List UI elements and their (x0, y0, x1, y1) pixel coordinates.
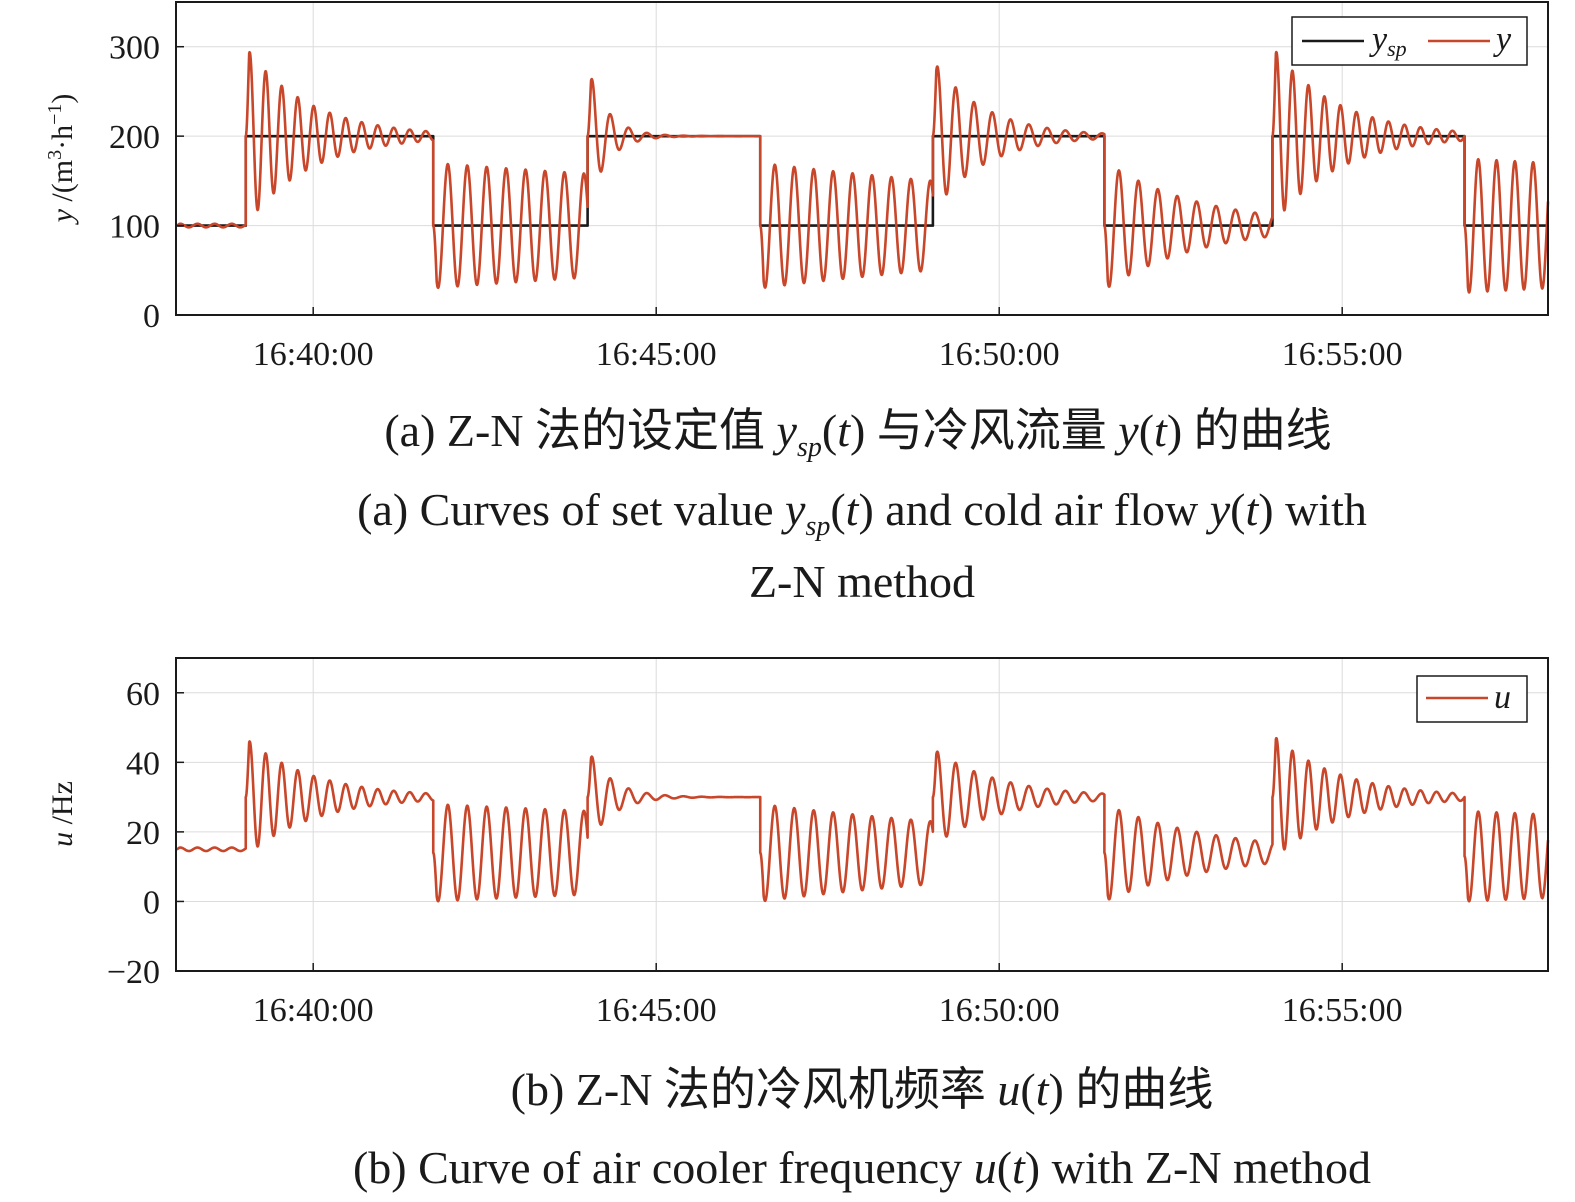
legend-label-y: y (1493, 21, 1512, 58)
chart-b-y-tick-label: 60 (126, 676, 160, 713)
chart-b-x-tick-label: 16:45:00 (596, 992, 717, 1029)
chart-b-series-u (175, 736, 1550, 903)
chart-a-y-tick-label: 200 (109, 119, 160, 156)
chart-b-y-tick-label: 20 (126, 815, 160, 852)
chart-b-x-tick-label: 16:40:00 (253, 992, 374, 1029)
chart-a-y-tick-label: 100 (109, 209, 160, 246)
caption-a-en-line2: Z-N method (749, 556, 975, 607)
chart-b-x-ticks: 16:40:00 16:45:00 16:50:00 16:55:00 (253, 963, 1403, 1029)
chart-b-y-ticks: −20 0 20 40 60 (107, 676, 184, 991)
chart-a: 0 100 200 300 16:40:00 16:45:00 16:50:00 16:55… (44, 1, 1550, 373)
chart-a-y-tick-label: 0 (143, 298, 160, 335)
chart-a-y-tick-label: 300 (109, 30, 160, 67)
chart-b-x-tick-label: 16:50:00 (939, 992, 1060, 1029)
caption-a-en-line1: (a) Curves of set value ysp(t) and cold … (357, 484, 1367, 542)
chart-b-x-tick-label: 16:55:00 (1282, 992, 1403, 1029)
chart-a-series-y (175, 50, 1550, 294)
chart-a-legend: ysp y (1291, 16, 1528, 66)
chart-a-x-tick-label: 16:45:00 (596, 336, 717, 373)
chart-b-y-tick-label: −20 (107, 954, 160, 991)
chart-a-x-tick-label: 16:40:00 (253, 336, 374, 373)
caption-a-cn: (a) Z-N 法的设定值 ysp(t) 与冷风流量 y(t) 的曲线 (384, 405, 1331, 463)
chart-b-y-tick-label: 0 (143, 884, 160, 921)
caption-b-cn: (b) Z-N 法的冷风机频率 u(t) 的曲线 (511, 1064, 1214, 1115)
legend-label-u: u (1494, 679, 1511, 716)
chart-a-x-tick-label: 16:55:00 (1282, 336, 1403, 373)
chart-a-series (175, 50, 1550, 294)
chart-b-frame (175, 657, 1549, 972)
caption-b-en: (b) Curve of air cooler frequency u(t) w… (353, 1142, 1371, 1193)
chart-b-y-tick-label: 40 (126, 745, 160, 782)
chart-b-grid (176, 658, 1548, 972)
chart-b-y-axis-label: u /Hz (46, 781, 79, 847)
chart-a-x-tick-label: 16:50:00 (939, 336, 1060, 373)
chart-a-y-ticks: 0 100 200 300 (109, 30, 184, 335)
chart-a-y-axis-label: y /(m3·h−1) (44, 94, 79, 226)
chart-b-legend: u (1416, 675, 1528, 723)
chart-a-x-ticks: 16:40:00 16:45:00 16:50:00 16:55:00 (253, 307, 1403, 373)
chart-b-series (175, 736, 1550, 903)
chart-b: −20 0 20 40 60 16:40:00 16:45:00 16:50:00 16:55… (46, 657, 1550, 1029)
chart-a-frame (175, 1, 1549, 316)
